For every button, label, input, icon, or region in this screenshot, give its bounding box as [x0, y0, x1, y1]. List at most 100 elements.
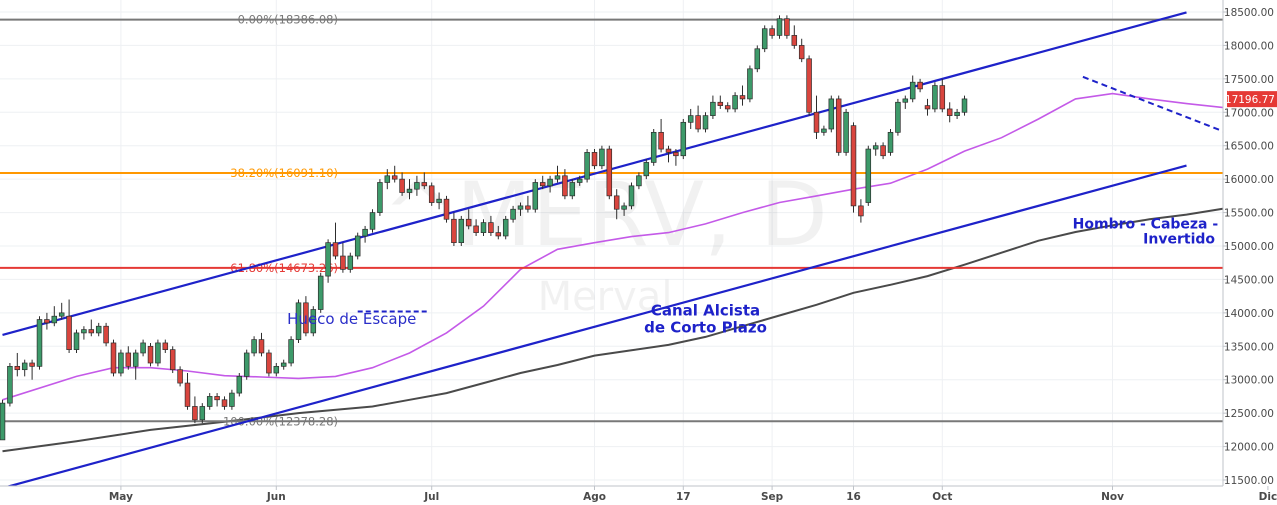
candle-bear[interactable]: [525, 205, 531, 210]
candle-bear[interactable]: [340, 255, 346, 270]
candle-bear[interactable]: [769, 28, 775, 36]
candle-bull[interactable]: [680, 121, 687, 157]
candle-bull[interactable]: [155, 342, 161, 364]
candle-bear[interactable]: [739, 95, 746, 100]
candle-bear[interactable]: [177, 369, 183, 384]
candle-bull[interactable]: [909, 81, 916, 100]
candle-bull[interactable]: [280, 362, 287, 367]
candle-bull[interactable]: [702, 115, 709, 130]
candle-bull[interactable]: [317, 275, 324, 310]
candle-bull[interactable]: [118, 352, 124, 374]
candle-bear[interactable]: [717, 101, 724, 106]
candle-bull[interactable]: [576, 178, 583, 183]
candle-bull[interactable]: [510, 208, 516, 220]
candle-bull[interactable]: [569, 182, 576, 197]
time-axis[interactable]: May Jun Jul Ago 17 Sep 16 Oct Nov Dic: [0, 485, 1277, 505]
candle-bull[interactable]: [81, 329, 87, 334]
candle-bear[interactable]: [835, 98, 842, 153]
candle-bull[interactable]: [895, 101, 901, 133]
candle-bull[interactable]: [761, 28, 768, 50]
candle-bear[interactable]: [88, 329, 95, 334]
candle-bear[interactable]: [613, 195, 620, 210]
candle-bull[interactable]: [547, 178, 553, 187]
candle-bull[interactable]: [21, 362, 28, 371]
candle-bear[interactable]: [266, 352, 272, 374]
candle-bull[interactable]: [599, 148, 605, 167]
candle-bear[interactable]: [147, 345, 154, 364]
candle-bull[interactable]: [821, 128, 827, 133]
candle-bull[interactable]: [643, 162, 650, 177]
candle-bear[interactable]: [791, 35, 798, 46]
candle-bull[interactable]: [502, 218, 509, 237]
candle-bear[interactable]: [880, 145, 886, 157]
candle-bull[interactable]: [7, 365, 13, 404]
candle-bull[interactable]: [347, 255, 354, 270]
candle-bull[interactable]: [902, 98, 909, 103]
candle-bear[interactable]: [946, 108, 953, 116]
candle-bull[interactable]: [865, 148, 872, 203]
candle-bear[interactable]: [924, 105, 931, 110]
candle-bull[interactable]: [58, 312, 65, 317]
candle-bull[interactable]: [732, 95, 738, 110]
candle-bear[interactable]: [391, 175, 398, 180]
candle-bull[interactable]: [554, 175, 561, 180]
candle-bear[interactable]: [303, 302, 309, 334]
candle-bear[interactable]: [495, 232, 502, 237]
candle-bear[interactable]: [428, 185, 435, 203]
candle-bear[interactable]: [125, 352, 132, 367]
candle-bull[interactable]: [710, 101, 716, 116]
candle-bull[interactable]: [406, 188, 413, 193]
candle-bear[interactable]: [939, 85, 946, 110]
candle-bear[interactable]: [658, 131, 664, 150]
candle-bull[interactable]: [132, 352, 139, 367]
candle-bear[interactable]: [399, 178, 405, 193]
candle-bear[interactable]: [44, 319, 50, 324]
candle-bull[interactable]: [0, 402, 6, 441]
candle-bull[interactable]: [95, 325, 102, 334]
candle-bull[interactable]: [251, 339, 257, 354]
candle-bull[interactable]: [932, 85, 938, 110]
candle-bear[interactable]: [110, 342, 117, 374]
candle-bull[interactable]: [377, 182, 383, 213]
candle-bull[interactable]: [362, 228, 368, 237]
candle-bear[interactable]: [606, 148, 613, 197]
candle-bull[interactable]: [650, 131, 657, 163]
candle-bull[interactable]: [288, 339, 294, 364]
candle-bear[interactable]: [813, 111, 820, 133]
candle-bear[interactable]: [473, 225, 479, 233]
candle-bull[interactable]: [369, 212, 376, 230]
candle-bear[interactable]: [162, 342, 169, 350]
candle-bull[interactable]: [295, 302, 302, 340]
candle-bull[interactable]: [621, 205, 627, 210]
candle-bear[interactable]: [421, 182, 428, 187]
candle-bear[interactable]: [724, 105, 731, 110]
candle-bear[interactable]: [784, 18, 790, 36]
candle-bull[interactable]: [628, 185, 635, 207]
candle-bear[interactable]: [184, 382, 191, 407]
candle-bear[interactable]: [591, 152, 598, 167]
candle-bear[interactable]: [850, 125, 857, 207]
candle-bear[interactable]: [562, 175, 568, 197]
candle-bear[interactable]: [665, 148, 672, 153]
candle-bull[interactable]: [325, 242, 331, 277]
candle-bull[interactable]: [887, 131, 894, 153]
candle-bear[interactable]: [443, 198, 450, 220]
candle-bull[interactable]: [51, 315, 58, 324]
candle-bull[interactable]: [236, 376, 243, 394]
candle-bull[interactable]: [843, 111, 849, 153]
candle-bull[interactable]: [436, 198, 442, 203]
candle-bear[interactable]: [806, 58, 812, 113]
candle-bull[interactable]: [954, 111, 960, 116]
candle-bear[interactable]: [539, 182, 546, 187]
candle-bear[interactable]: [858, 205, 864, 217]
candle-bull[interactable]: [754, 48, 761, 70]
candle-bull[interactable]: [140, 342, 146, 354]
candle-bull[interactable]: [636, 175, 642, 187]
candle-bull[interactable]: [480, 222, 487, 233]
candle-bull[interactable]: [872, 145, 879, 150]
candle-bull[interactable]: [199, 406, 206, 421]
candle-bear[interactable]: [798, 45, 805, 60]
candle-bull[interactable]: [384, 175, 391, 183]
candle-bull[interactable]: [310, 309, 317, 334]
candle-bear[interactable]: [488, 222, 494, 233]
